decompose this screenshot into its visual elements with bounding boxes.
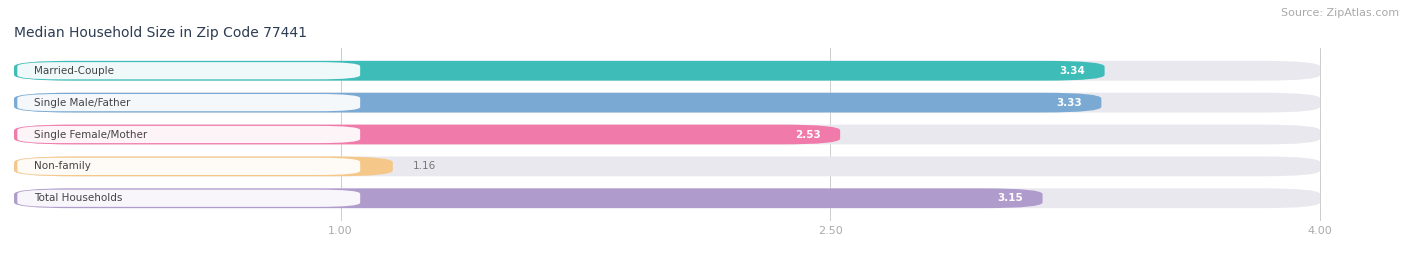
FancyBboxPatch shape (14, 188, 1043, 208)
Text: 3.15: 3.15 (997, 193, 1024, 203)
FancyBboxPatch shape (14, 157, 392, 176)
FancyBboxPatch shape (17, 62, 360, 79)
FancyBboxPatch shape (14, 61, 1320, 81)
Text: 2.53: 2.53 (794, 129, 821, 140)
FancyBboxPatch shape (17, 158, 360, 175)
FancyBboxPatch shape (14, 125, 841, 144)
FancyBboxPatch shape (14, 188, 1320, 208)
FancyBboxPatch shape (14, 93, 1320, 112)
Text: Single Female/Mother: Single Female/Mother (34, 129, 146, 140)
Text: 1.16: 1.16 (412, 161, 436, 171)
FancyBboxPatch shape (17, 126, 360, 143)
Text: Married-Couple: Married-Couple (34, 66, 114, 76)
FancyBboxPatch shape (14, 93, 1101, 112)
Text: Median Household Size in Zip Code 77441: Median Household Size in Zip Code 77441 (14, 26, 307, 40)
Text: 3.34: 3.34 (1059, 66, 1085, 76)
FancyBboxPatch shape (14, 125, 1320, 144)
Text: Source: ZipAtlas.com: Source: ZipAtlas.com (1281, 8, 1399, 18)
FancyBboxPatch shape (14, 61, 1105, 81)
Text: 3.33: 3.33 (1056, 98, 1081, 108)
FancyBboxPatch shape (17, 190, 360, 207)
Text: Single Male/Father: Single Male/Father (34, 98, 129, 108)
FancyBboxPatch shape (17, 94, 360, 111)
FancyBboxPatch shape (14, 157, 1320, 176)
Text: Non-family: Non-family (34, 161, 90, 171)
Text: Total Households: Total Households (34, 193, 122, 203)
